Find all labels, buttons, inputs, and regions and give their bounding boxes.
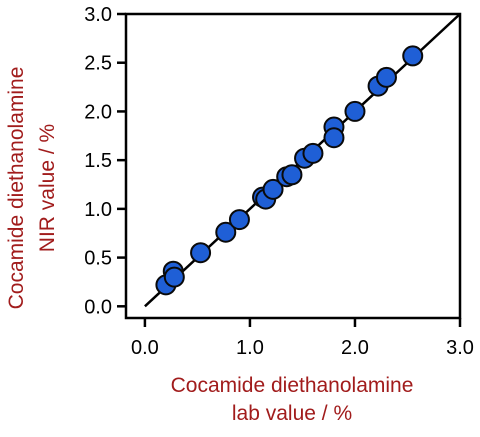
y-axis: 0.0 0.5 1.0 1.5 2.0 2.5 3.0: [84, 4, 126, 318]
y-tick-label: 0.5: [84, 248, 112, 270]
y-tick-label: 0.0: [84, 296, 112, 318]
y-axis-label-line-2: NIR value / %: [36, 124, 59, 252]
plot-frame: [124, 12, 462, 320]
y-tick-label: 1.5: [84, 150, 112, 172]
x-tick-label: 3.0: [446, 337, 474, 359]
data-point: [228, 209, 250, 231]
data-point: [375, 66, 397, 88]
data-point: [262, 178, 284, 200]
x-tick-label: 0.0: [131, 337, 159, 359]
y-tick-label: 2.0: [84, 101, 112, 123]
data-point: [190, 242, 212, 264]
data-point: [302, 142, 324, 164]
data-point: [344, 100, 366, 122]
x-axis-label-line-1: Cocamide diethanolamine: [171, 374, 414, 397]
data-point: [402, 45, 424, 67]
y-tick-label: 3.0: [84, 4, 112, 26]
y-tick-label: 1.0: [84, 199, 112, 221]
y-axis-label: Cocamide diethanolamine NIR value / %: [5, 67, 59, 310]
x-axis-label-line-2: lab value / %: [232, 402, 352, 425]
x-tick-label: 1.0: [236, 337, 264, 359]
y-tick-label: 2.5: [84, 53, 112, 75]
data-point: [215, 221, 237, 243]
data-points: [155, 45, 424, 296]
data-point: [163, 266, 185, 288]
x-tick-label: 2.0: [341, 337, 369, 359]
x-axis: 0.0 1.0 2.0 3.0: [131, 318, 474, 359]
data-point: [323, 127, 345, 149]
x-axis-label: Cocamide diethanolamine lab value / %: [171, 374, 414, 425]
y-axis-label-line-1: Cocamide diethanolamine: [5, 67, 28, 310]
data-point: [281, 164, 303, 186]
